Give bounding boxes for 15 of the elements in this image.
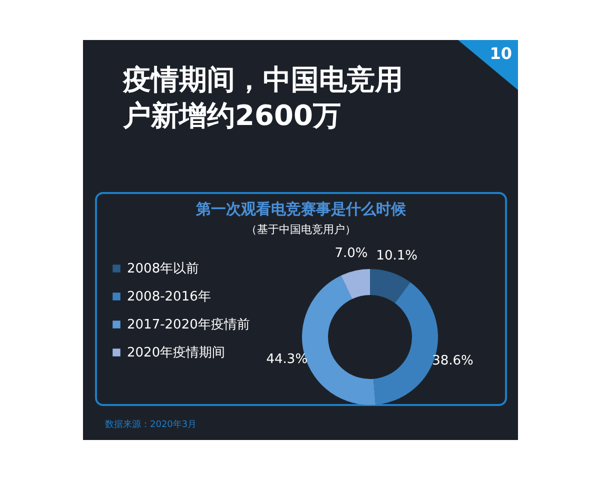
text: （基于中国电竞用户） xyxy=(245,222,357,237)
data-label: 10.1% xyxy=(376,248,418,264)
legend-label: 2008年以前 xyxy=(127,262,200,276)
source-note: 数据来源：2020年3月 xyxy=(105,418,197,431)
data-label: 44.3% xyxy=(266,352,308,368)
text: 10 xyxy=(490,44,512,63)
legend-label: 2017-2020年疫情前 xyxy=(127,318,250,332)
chart-title: 疫情期间，中国电竞用户新增约2600万 xyxy=(123,62,404,134)
legend-label: 2020年疫情期间 xyxy=(127,346,226,360)
data-label: 7.0% xyxy=(334,246,368,262)
donut-slice xyxy=(341,269,370,299)
data-label: 38.6% xyxy=(432,353,474,368)
donut-slice xyxy=(370,269,410,304)
chart-subtitle: 第一次观看电竞赛事是什么时候 xyxy=(195,200,407,219)
legend-label: 2008-2016年 xyxy=(127,290,211,304)
